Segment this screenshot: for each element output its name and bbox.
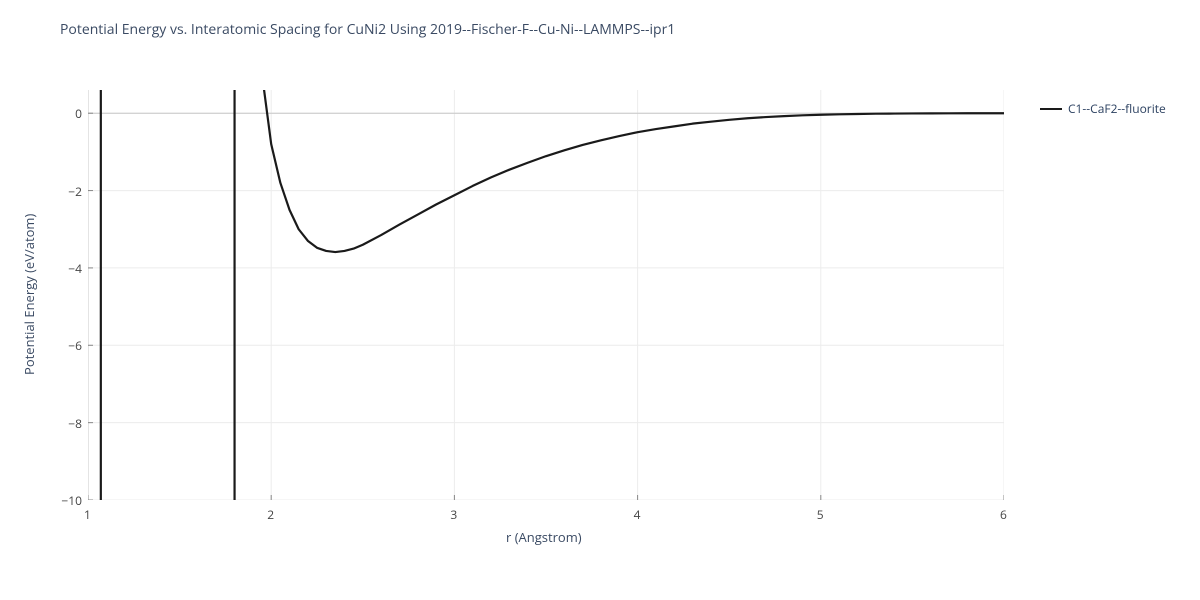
x-axis-label: r (Angstrom) (506, 528, 582, 546)
y-tick-label: −6 (68, 337, 82, 354)
x-tick-label: 2 (267, 506, 274, 523)
chart-title: Potential Energy vs. Interatomic Spacing… (60, 20, 675, 39)
y-tick-label: −2 (68, 183, 82, 200)
legend-line-icon (1040, 108, 1062, 110)
x-tick-label: 6 (1000, 506, 1007, 523)
y-tick-label: −4 (68, 260, 82, 277)
plot-area[interactable] (88, 90, 1004, 500)
x-tick-label: 3 (450, 506, 457, 523)
y-tick-label: −10 (61, 492, 82, 509)
plot-svg (88, 90, 1004, 500)
legend-item-label: C1--CaF2--fluorite (1068, 100, 1166, 117)
y-tick-label: 0 (75, 105, 82, 122)
x-tick-label: 4 (634, 506, 641, 523)
x-tick-label: 5 (817, 506, 824, 523)
y-axis-label: Potential Energy (eV/atom) (20, 214, 38, 375)
chart-container: Potential Energy vs. Interatomic Spacing… (0, 0, 1200, 600)
x-tick-label: 1 (84, 506, 91, 523)
y-tick-label: −8 (68, 415, 82, 432)
legend[interactable]: C1--CaF2--fluorite (1040, 100, 1166, 117)
